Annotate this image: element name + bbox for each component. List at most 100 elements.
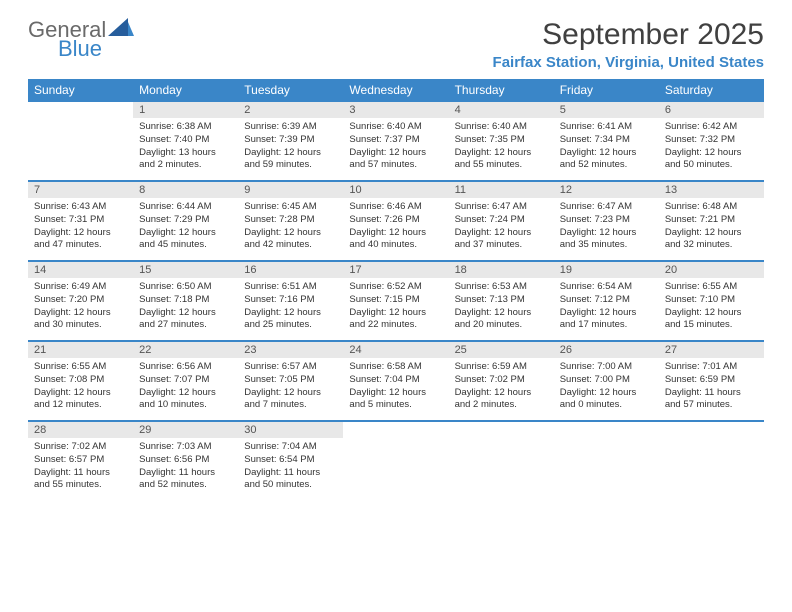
sunset-line: Sunset: 6:59 PM <box>665 374 758 387</box>
sunset-line: Sunset: 7:26 PM <box>349 214 442 227</box>
sunset-line: Sunset: 6:56 PM <box>139 454 232 467</box>
calendar-day: 30Sunrise: 7:04 AMSunset: 6:54 PMDayligh… <box>238 422 343 500</box>
day-number: 10 <box>343 182 448 198</box>
daylight-line: Daylight: 12 hours and 45 minutes. <box>139 227 232 253</box>
calendar-day-empty <box>554 422 659 500</box>
day-number: 22 <box>133 342 238 358</box>
sunrise-line: Sunrise: 6:55 AM <box>34 361 127 374</box>
sunrise-line: Sunrise: 6:52 AM <box>349 281 442 294</box>
calendar-day: 23Sunrise: 6:57 AMSunset: 7:05 PMDayligh… <box>238 342 343 420</box>
calendar-week: 28 Sunrise: 7:02 AMSunset: 6:57 PM Dayligh… <box>28 420 764 500</box>
brand-word-2: Blue <box>58 38 134 60</box>
day-number: 11 <box>449 182 554 198</box>
daylight-line: Daylight: 12 hours and 37 minutes. <box>455 227 548 253</box>
sunrise-line: Sunrise: 6:54 AM <box>560 281 653 294</box>
sunset-line: Sunset: 7:13 PM <box>455 294 548 307</box>
sunset-line: Sunset: 7:18 PM <box>139 294 232 307</box>
day-number: 17 <box>343 262 448 278</box>
sunset-line: Sunset: 7:20 PM <box>34 294 127 307</box>
sunset-line: Sunset: 7:12 PM <box>560 294 653 307</box>
daylight-line: Daylight: 12 hours and 12 minutes. <box>34 387 127 413</box>
sunset-line: Sunset: 7:02 PM <box>455 374 548 387</box>
day-number: 18 <box>449 262 554 278</box>
sunrise-line: Sunrise: 6:46 AM <box>349 201 442 214</box>
day-number: 12 <box>554 182 659 198</box>
daylight-line: Daylight: 11 hours and 50 minutes. <box>244 467 337 493</box>
sunset-line: Sunset: 7:23 PM <box>560 214 653 227</box>
sunset-line: Sunset: 7:05 PM <box>244 374 337 387</box>
calendar-day: 26Sunrise: 7:00 AMSunset: 7:00 PMDayligh… <box>554 342 659 420</box>
calendar-day-empty <box>28 102 133 180</box>
day-number: 16 <box>238 262 343 278</box>
daylight-line: Daylight: 12 hours and 50 minutes. <box>665 147 758 173</box>
calendar-week: 21Sunrise: 6:55 AMSunset: 7:08 PMDayligh… <box>28 340 764 420</box>
day-number: 19 <box>554 262 659 278</box>
sunset-line: Sunset: 7:39 PM <box>244 134 337 147</box>
day-number: 30 <box>238 422 343 438</box>
daylight-line: Daylight: 12 hours and 42 minutes. <box>244 227 337 253</box>
daylight-line: Daylight: 12 hours and 35 minutes. <box>560 227 653 253</box>
calendar-day: 28Sunrise: 7:02 AMSunset: 6:57 PMDayligh… <box>28 422 133 500</box>
sunset-line: Sunset: 7:15 PM <box>349 294 442 307</box>
month-title: September 2025 <box>493 18 764 52</box>
calendar-day: 14Sunrise: 6:49 AMSunset: 7:20 PMDayligh… <box>28 262 133 340</box>
sunset-line: Sunset: 7:35 PM <box>455 134 548 147</box>
weeks-container: 1Sunrise: 6:38 AMSunset: 7:40 PMDaylight… <box>28 102 764 500</box>
sunrise-line: Sunrise: 6:41 AM <box>560 121 653 134</box>
daylight-line: Daylight: 12 hours and 55 minutes. <box>455 147 548 173</box>
title-block: September 2025 Fairfax Station, Virginia… <box>493 18 764 71</box>
calendar-day: 9Sunrise: 6:45 AMSunset: 7:28 PMDaylight… <box>238 182 343 260</box>
sunset-line: Sunset: 7:31 PM <box>34 214 127 227</box>
calendar-day: 13Sunrise: 6:48 AMSunset: 7:21 PMDayligh… <box>659 182 764 260</box>
daylight-line: Daylight: 12 hours and 7 minutes. <box>244 387 337 413</box>
sunset-line: Sunset: 6:54 PM <box>244 454 337 467</box>
calendar-day-empty <box>659 422 764 500</box>
day-number: 13 <box>659 182 764 198</box>
calendar-day: 29Sunrise: 7:03 AMSunset: 6:56 PMDayligh… <box>133 422 238 500</box>
calendar-day: 3Sunrise: 6:40 AMSunset: 7:37 PMDaylight… <box>343 102 448 180</box>
dow-tuesday: Tuesday <box>238 79 343 102</box>
calendar-day-empty <box>449 422 554 500</box>
day-number: 20 <box>659 262 764 278</box>
daylight-line: Daylight: 12 hours and 17 minutes. <box>560 307 653 333</box>
daylight-line: Daylight: 12 hours and 30 minutes. <box>34 307 127 333</box>
sunrise-line: Sunrise: 6:55 AM <box>665 281 758 294</box>
sunrise-line: Sunrise: 6:56 AM <box>139 361 232 374</box>
calendar-day: 19 Sunrise: 6:54 AMSunset: 7:12 PMDayligh… <box>554 262 659 340</box>
day-number: 3 <box>343 102 448 118</box>
calendar-week: 14Sunrise: 6:49 AMSunset: 7:20 PMDayligh… <box>28 260 764 340</box>
calendar-page: General Blue September 2025 Fairfax Stat… <box>0 0 792 518</box>
calendar-day: 4Sunrise: 6:40 AMSunset: 7:35 PMDaylight… <box>449 102 554 180</box>
daylight-line: Daylight: 12 hours and 5 minutes. <box>349 387 442 413</box>
sunrise-line: Sunrise: 6:48 AM <box>665 201 758 214</box>
calendar-day: 17Sunrise: 6:52 AMSunset: 7:15 PMDayligh… <box>343 262 448 340</box>
sunset-line: Sunset: 7:37 PM <box>349 134 442 147</box>
sunset-line: Sunset: 7:29 PM <box>139 214 232 227</box>
calendar-day: 24Sunrise: 6:58 AMSunset: 7:04 PMDayligh… <box>343 342 448 420</box>
calendar-day: 6Sunrise: 6:42 AMSunset: 7:32 PMDaylight… <box>659 102 764 180</box>
sunset-line: Sunset: 7:40 PM <box>139 134 232 147</box>
sunrise-line: Sunrise: 7:02 AM <box>34 441 127 454</box>
sunrise-line: Sunrise: 6:49 AM <box>34 281 127 294</box>
sunrise-line: Sunrise: 6:51 AM <box>244 281 337 294</box>
day-number: 28 <box>28 422 133 438</box>
day-number: 6 <box>659 102 764 118</box>
sunrise-line: Sunrise: 6:53 AM <box>455 281 548 294</box>
daylight-line: Daylight: 13 hours and 2 minutes. <box>139 147 232 173</box>
sunset-line: Sunset: 7:28 PM <box>244 214 337 227</box>
sunrise-line: Sunrise: 6:58 AM <box>349 361 442 374</box>
calendar-week: 7Sunrise: 6:43 AMSunset: 7:31 PMDaylight… <box>28 180 764 260</box>
daylight-line: Daylight: 12 hours and 57 minutes. <box>349 147 442 173</box>
sunrise-line: Sunrise: 7:01 AM <box>665 361 758 374</box>
calendar-day: 25Sunrise: 6:59 AMSunset: 7:02 PMDayligh… <box>449 342 554 420</box>
sunset-line: Sunset: 6:57 PM <box>34 454 127 467</box>
day-number: 24 <box>343 342 448 358</box>
sunrise-line: Sunrise: 7:03 AM <box>139 441 232 454</box>
sunset-line: Sunset: 7:32 PM <box>665 134 758 147</box>
calendar-day-empty <box>343 422 448 500</box>
daylight-line: Daylight: 12 hours and 59 minutes. <box>244 147 337 173</box>
day-number: 2 <box>238 102 343 118</box>
calendar-day: 15Sunrise: 6:50 AMSunset: 7:18 PMDayligh… <box>133 262 238 340</box>
calendar-day: 20Sunrise: 6:55 AMSunset: 7:10 PMDayligh… <box>659 262 764 340</box>
calendar-day: 10Sunrise: 6:46 AMSunset: 7:26 PMDayligh… <box>343 182 448 260</box>
